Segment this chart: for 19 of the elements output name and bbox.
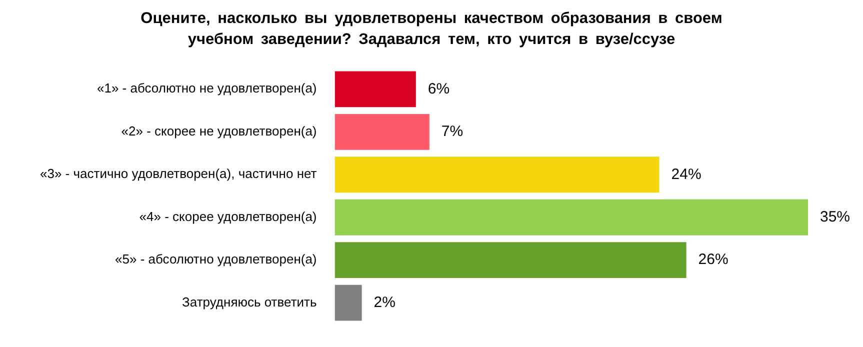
y-tick-label: «2» - скорее не удовлетворен(а) xyxy=(121,123,317,138)
y-tick-label: «5» - абсолютно удовлетворен(а) xyxy=(115,252,317,267)
bar xyxy=(334,284,362,321)
data-label: 2% xyxy=(374,294,396,311)
data-label: 24% xyxy=(671,166,702,183)
y-tick-label: «3» - частично удовлетворен(а), частично нет xyxy=(40,166,317,182)
data-label: 7% xyxy=(441,123,464,140)
data-label: 35% xyxy=(820,208,850,226)
data-label: 26% xyxy=(698,251,728,268)
chart-title: Оцените, насколько вы удовлетворены качеством образования в своем учебном заведении? Задавался тем, кто учится в вузе/ссузе xyxy=(140,9,724,50)
bar xyxy=(334,156,660,193)
y-tick-label: Затрудняюсь ответить xyxy=(182,294,317,310)
bar xyxy=(334,71,416,108)
y-tick-label: «4» - скорее удовлетворен(а) xyxy=(139,208,317,224)
bar xyxy=(334,114,430,150)
data-label: 6% xyxy=(428,80,450,98)
bar xyxy=(334,199,808,236)
bar xyxy=(334,242,686,278)
y-tick-label: «1» - абсолютно не удовлетворен(а) xyxy=(97,80,317,96)
